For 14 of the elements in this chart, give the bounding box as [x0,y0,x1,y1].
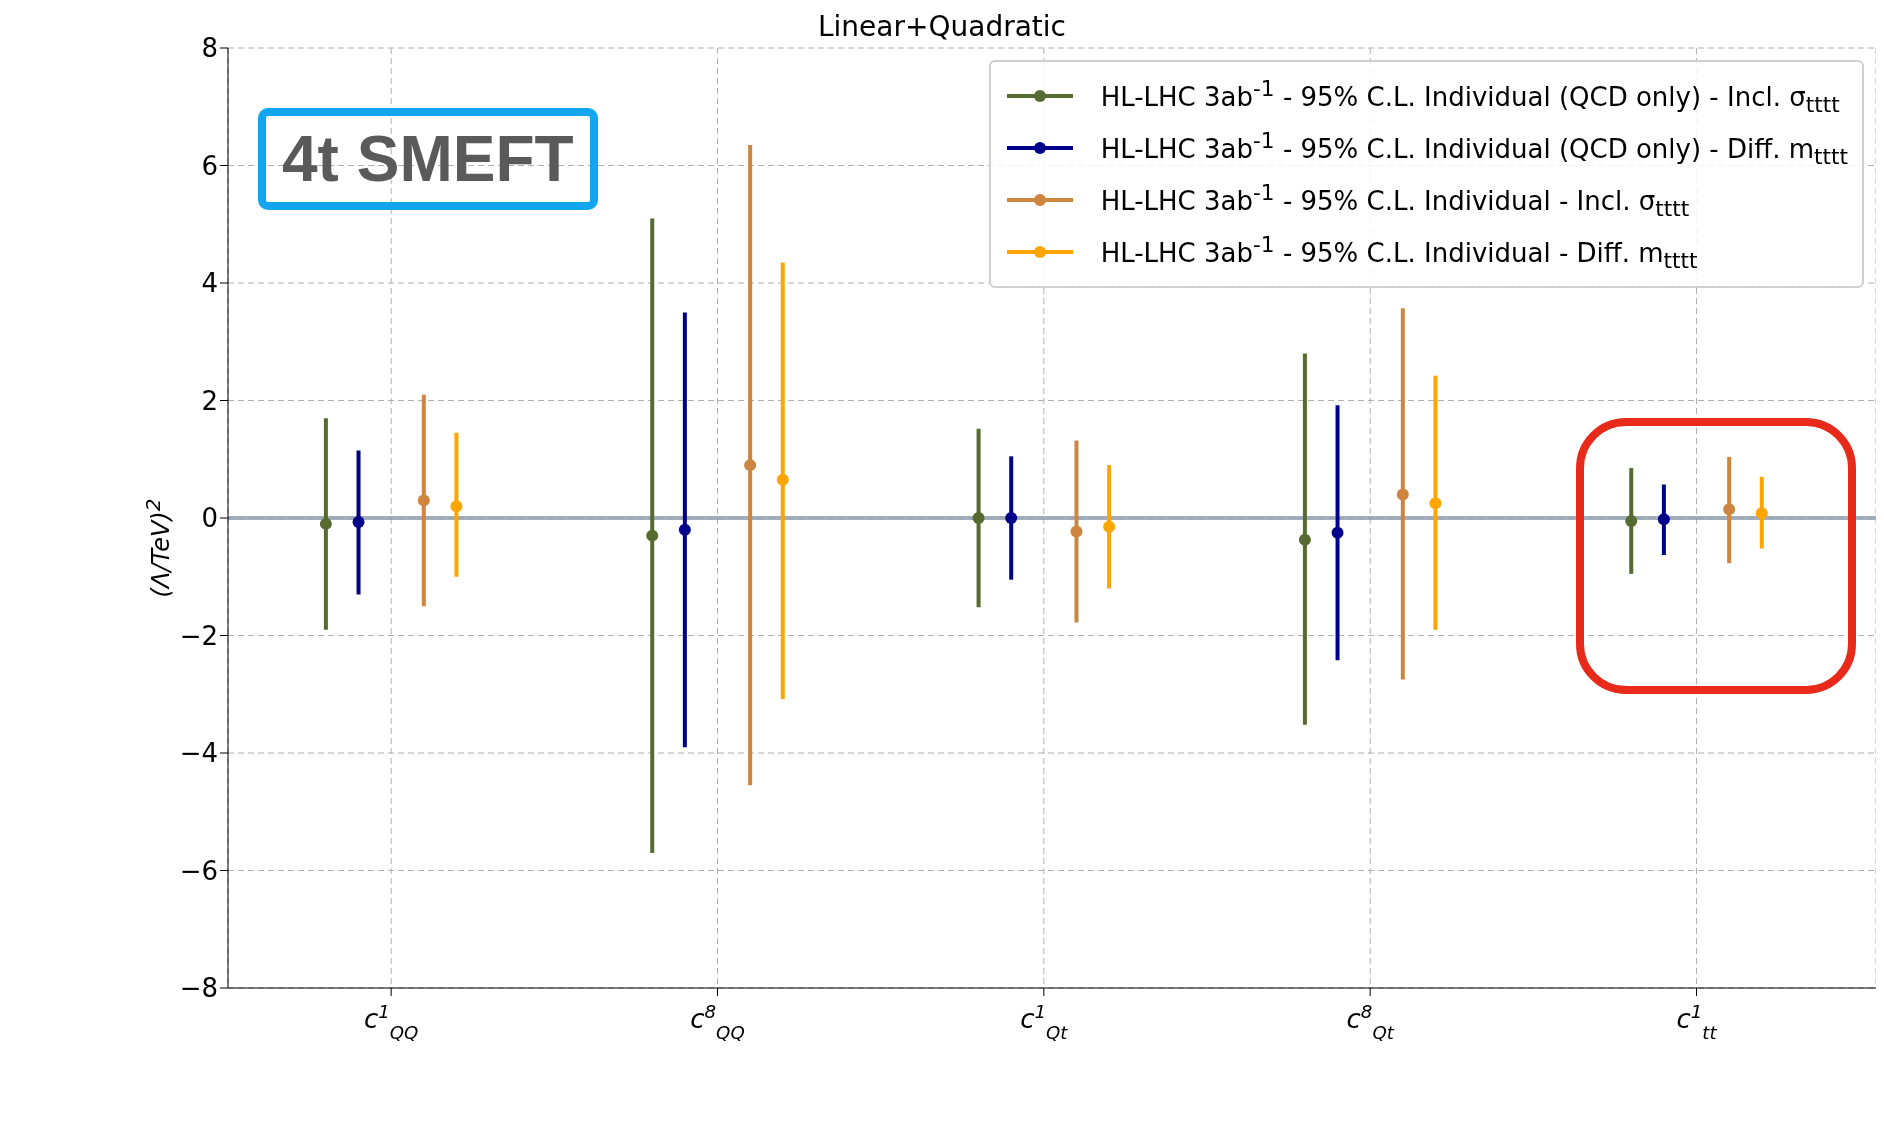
y-tick-label: −8 [179,973,218,1004]
y-tick-label: 6 [201,150,218,181]
y-tick-label: 2 [201,385,218,416]
y-tick-label: 0 [201,503,218,534]
y-tick-label: 8 [201,33,218,64]
legend-label: HL-LHC 3ab$^{-1}$ - 95% C.L. Individual (QCD only) - Diff. m$_{tttt}$ [1100,127,1848,169]
legend-label: HL-LHC 3ab$^{-1}$ - 95% C.L. Individual - Diff. m$_{tttt}$ [1100,231,1698,273]
y-tick-label: −2 [179,620,218,651]
y-tick-label: −6 [179,855,218,886]
chart-title: Linear+Quadratic [817,10,1067,43]
legend-label: HL-LHC 3ab$^{-1}$ - 95% C.L. Individual - Incl. σ$_{tttt}$ [1100,179,1690,221]
y-tick-label: 4 [201,268,218,299]
legend-label: HL-LHC 3ab$^{-1}$ - 95% C.L. Individual (QCD only) - Incl. σ$_{tttt}$ [1100,75,1840,117]
y-tick-label: −4 [179,738,218,769]
